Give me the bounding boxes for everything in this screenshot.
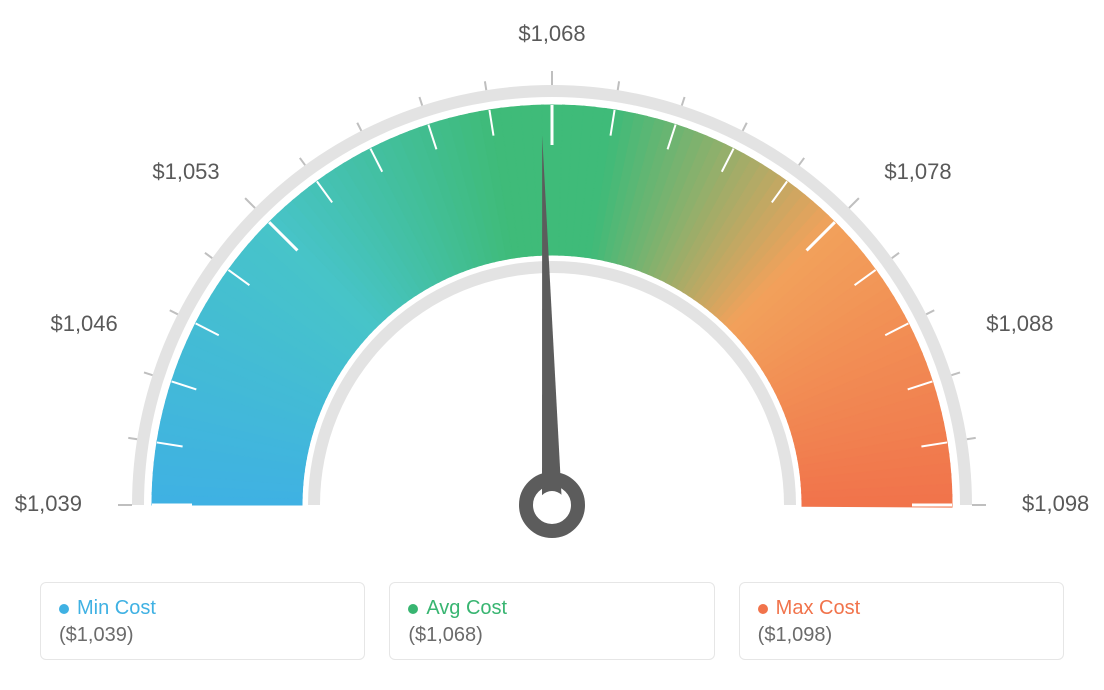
- gauge-tick-label: $1,078: [884, 159, 951, 185]
- gauge-tick-label: $1,098: [1022, 491, 1089, 517]
- summary-cards: Min Cost ($1,039) Avg Cost ($1,068) Max …: [40, 582, 1064, 660]
- avg-cost-label: Avg Cost: [426, 597, 507, 620]
- avg-cost-header: Avg Cost: [408, 597, 695, 620]
- min-cost-label: Min Cost: [77, 597, 156, 620]
- gauge-chart-container: $1,039 $1,046 $1,053 $1,068 $1,078 $1,088 $1,0…: [0, 0, 1104, 690]
- gauge-tick-label: $1,088: [986, 311, 1053, 337]
- gauge-tick-label: $1,039: [12, 491, 82, 517]
- min-cost-value: ($1,039): [59, 624, 346, 647]
- avg-cost-card: Avg Cost ($1,068): [389, 582, 714, 660]
- max-cost-card: Max Cost ($1,098): [739, 582, 1064, 660]
- max-dot-icon: [758, 604, 768, 614]
- gauge-tick-label: $1,053: [150, 159, 220, 185]
- min-cost-card: Min Cost ($1,039): [40, 582, 365, 660]
- gauge-tick-label: $1,046: [48, 311, 118, 337]
- min-cost-header: Min Cost: [59, 597, 346, 620]
- gauge-tick-label: $1,068: [517, 21, 587, 47]
- gauge-svg: [0, 0, 1104, 560]
- max-cost-value: ($1,098): [758, 624, 1045, 647]
- avg-cost-value: ($1,068): [408, 624, 695, 647]
- gauge-area: $1,039 $1,046 $1,053 $1,068 $1,078 $1,088 $1,0…: [0, 0, 1104, 560]
- max-cost-header: Max Cost: [758, 597, 1045, 620]
- min-dot-icon: [59, 604, 69, 614]
- max-cost-label: Max Cost: [776, 597, 860, 620]
- avg-dot-icon: [408, 604, 418, 614]
